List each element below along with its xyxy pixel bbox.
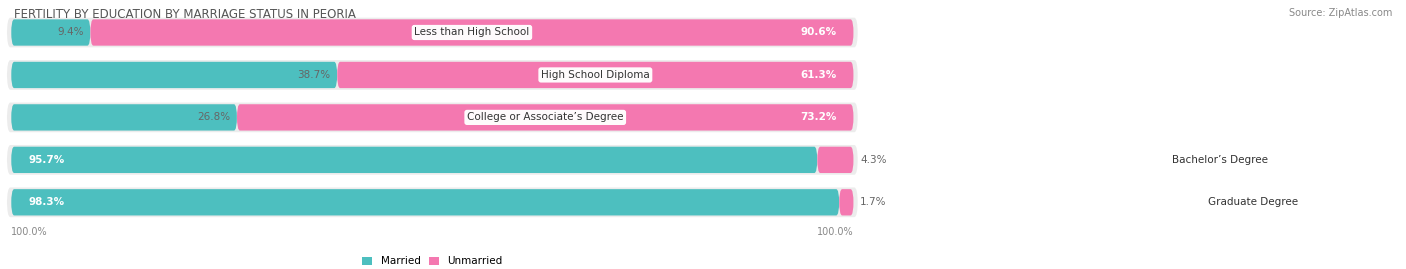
FancyBboxPatch shape	[11, 189, 839, 215]
FancyBboxPatch shape	[7, 187, 858, 217]
Text: Source: ZipAtlas.com: Source: ZipAtlas.com	[1288, 8, 1392, 18]
FancyBboxPatch shape	[839, 189, 853, 215]
FancyBboxPatch shape	[90, 19, 853, 46]
Text: Less than High School: Less than High School	[415, 27, 530, 37]
Text: 38.7%: 38.7%	[297, 70, 330, 80]
Text: 100.0%: 100.0%	[11, 227, 48, 237]
FancyBboxPatch shape	[7, 145, 858, 175]
FancyBboxPatch shape	[817, 147, 853, 173]
FancyBboxPatch shape	[7, 102, 858, 132]
Text: High School Diploma: High School Diploma	[541, 70, 650, 80]
Text: 73.2%: 73.2%	[800, 112, 837, 122]
FancyBboxPatch shape	[11, 62, 337, 88]
FancyBboxPatch shape	[337, 62, 853, 88]
Legend: Married, Unmarried: Married, Unmarried	[357, 252, 508, 269]
Text: 95.7%: 95.7%	[28, 155, 65, 165]
FancyBboxPatch shape	[11, 19, 90, 46]
Text: FERTILITY BY EDUCATION BY MARRIAGE STATUS IN PEORIA: FERTILITY BY EDUCATION BY MARRIAGE STATU…	[14, 8, 356, 21]
FancyBboxPatch shape	[238, 104, 853, 130]
FancyBboxPatch shape	[11, 147, 817, 173]
Text: Graduate Degree: Graduate Degree	[1208, 197, 1298, 207]
FancyBboxPatch shape	[7, 18, 858, 47]
FancyBboxPatch shape	[11, 104, 238, 130]
Text: College or Associate’s Degree: College or Associate’s Degree	[467, 112, 623, 122]
Text: 26.8%: 26.8%	[197, 112, 231, 122]
Text: 100.0%: 100.0%	[817, 227, 853, 237]
Text: Bachelor’s Degree: Bachelor’s Degree	[1173, 155, 1268, 165]
Text: 98.3%: 98.3%	[28, 197, 65, 207]
Text: 4.3%: 4.3%	[860, 155, 887, 165]
FancyBboxPatch shape	[7, 60, 858, 90]
Text: 90.6%: 90.6%	[800, 27, 837, 37]
Text: 9.4%: 9.4%	[58, 27, 83, 37]
Text: 1.7%: 1.7%	[860, 197, 887, 207]
Text: 61.3%: 61.3%	[800, 70, 837, 80]
